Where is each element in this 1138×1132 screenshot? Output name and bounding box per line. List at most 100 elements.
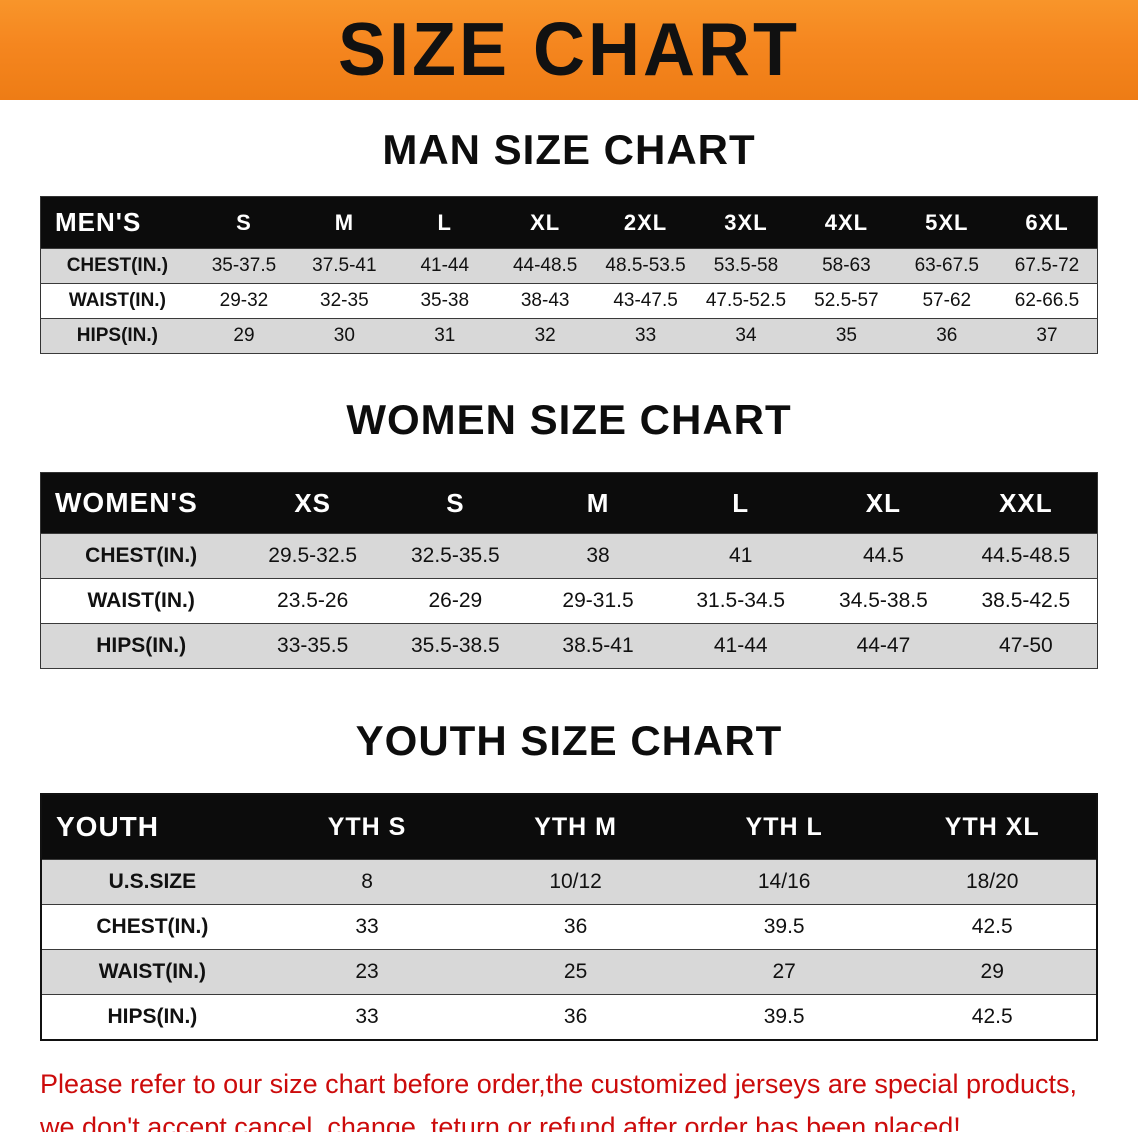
footer-note-line-2: we don't accept cancel, change, teturn o…: [40, 1112, 961, 1132]
size-value-cell: 48.5-53.5: [605, 255, 686, 276]
size-value-cell: 44-48.5: [512, 255, 578, 276]
size-value-cell: 27: [772, 960, 796, 983]
size-column-header: M: [526, 472, 670, 534]
row-label: U.S.SIZE: [108, 870, 197, 893]
table-header-row: WOMEN'S XS S M L XL XXL: [40, 472, 1098, 534]
table-row: CHEST(IN.) 35-37.5 37.5-41 41-44 44-48.5 48.5…: [40, 248, 1098, 284]
women-size-chart-heading: WOMEN SIZE CHART: [346, 396, 792, 443]
size-value-cell: 36: [563, 1005, 588, 1028]
table-row: CHEST(IN.) 29.5-32.5 32.5-35.5 38 41 44.5 44.5…: [40, 533, 1098, 579]
man-size-chart-heading: MAN SIZE CHART: [382, 126, 756, 173]
size-value-cell: 38-43: [520, 290, 570, 311]
size-value-cell: 57-62: [922, 290, 972, 311]
size-value-cell: 39.5: [763, 1005, 805, 1028]
table-corner-label: YOUTH: [41, 794, 263, 860]
row-label: WAIST(IN.): [87, 589, 195, 612]
size-value-cell: 32-35: [320, 290, 369, 311]
size-value-cell: 29: [233, 325, 255, 346]
size-value-cell: 36: [563, 915, 588, 938]
table-header-row: YOUTH YTH S YTH M YTH L YTH XL: [41, 794, 1097, 860]
row-label: WAIST(IN.): [68, 290, 166, 311]
size-column-header: YTH S: [262, 794, 472, 860]
women-size-table: WOMEN'S XS S M L XL XXL CHEST(IN.) 29.5-32.5 32.5…: [40, 472, 1098, 669]
size-column-header: S: [384, 472, 527, 534]
size-column-header: 6XL: [997, 196, 1098, 249]
size-column-header: 4XL: [796, 196, 897, 249]
size-value-cell: 29.5-32.5: [268, 544, 358, 567]
size-column-header: XL: [494, 196, 596, 249]
row-label: WAIST(IN.): [98, 960, 207, 983]
size-column-header: XXL: [954, 472, 1098, 534]
size-value-cell: 67.5-72: [1014, 255, 1080, 276]
size-value-cell: 38: [586, 544, 610, 567]
size-value-cell: 8: [361, 870, 373, 893]
size-value-cell: 39.5: [763, 915, 805, 938]
size-column-header: 2XL: [595, 196, 696, 249]
size-value-cell: 34.5-38.5: [839, 589, 928, 612]
size-column-header: 5XL: [896, 196, 997, 249]
youth-size-table: YOUTH YTH S YTH M YTH L YTH XL U.S.SIZE 8 10/12…: [40, 793, 1098, 1041]
size-value-cell: 32.5-35.5: [410, 544, 500, 567]
table-row: HIPS(IN.) 29 30 31 32 33 34 35 36 37: [40, 318, 1098, 354]
banner-title: SIZE CHART: [338, 8, 800, 93]
table-row: WAIST(IN.) 29-32 32-35 35-38 38-43 43-47.5 47.…: [40, 283, 1098, 319]
size-value-cell: 26-29: [428, 589, 483, 612]
size-value-cell: 33-35.5: [277, 634, 349, 657]
size-value-cell: 35: [835, 325, 857, 346]
size-value-cell: 25: [563, 960, 588, 983]
women-table-wrap: WOMEN'S XS S M L XL XXL CHEST(IN.) 29.5-32.5 32.5…: [40, 472, 1098, 669]
size-value-cell: 31: [434, 325, 456, 346]
size-column-header: L: [669, 472, 813, 534]
size-value-cell: 42.5: [971, 915, 1013, 938]
table-row: WAIST(IN.) 23.5-26 26-29 29-31.5 31.5-34.5 34…: [40, 578, 1098, 624]
youth-size-chart-section: YOUTH SIZE CHART YOUTH YTH S YTH M YTH L YTH…: [0, 669, 1138, 1041]
row-label: HIPS(IN.): [96, 634, 187, 657]
size-column-header: XL: [812, 472, 955, 534]
size-value-cell: 14/16: [757, 870, 811, 893]
size-column-header: 3XL: [695, 196, 797, 249]
size-value-cell: 32: [534, 325, 556, 346]
size-value-cell: 52.5-57: [814, 290, 879, 311]
size-value-cell: 29: [980, 960, 1004, 983]
size-value-cell: 34: [735, 325, 757, 346]
size-value-cell: 33: [355, 1005, 379, 1028]
size-value-cell: 35-37.5: [211, 255, 277, 276]
women-size-chart-section: WOMEN SIZE CHART WOMEN'S XS S M L XL XXL CHEST(…: [0, 354, 1138, 669]
size-value-cell: 42.5: [971, 1005, 1013, 1028]
size-column-header: L: [394, 196, 495, 249]
size-value-cell: 41-44: [713, 634, 768, 657]
size-value-cell: 31.5-34.5: [696, 589, 786, 612]
size-value-cell: 43-47.5: [613, 290, 678, 311]
size-value-cell: 41: [729, 544, 753, 567]
size-value-cell: 41-44: [420, 255, 470, 276]
row-label: CHEST(IN.): [85, 544, 198, 567]
size-value-cell: 37: [1036, 325, 1058, 346]
size-value-cell: 44.5-48.5: [981, 544, 1071, 567]
size-value-cell: 44-47: [856, 634, 911, 657]
table-corner-label: MEN'S: [40, 196, 194, 249]
size-column-header: YTH M: [471, 794, 680, 860]
table-row: HIPS(IN.) 33-35.5 35.5-38.5 38.5-41 41-44 44-…: [40, 623, 1098, 669]
size-value-cell: 29-31.5: [562, 589, 634, 612]
man-size-chart-section: MAN SIZE CHART MEN'S S M L XL 2XL 3XL 4XL 5XL 6XL…: [0, 100, 1138, 354]
row-label: HIPS(IN.): [76, 325, 159, 346]
size-value-cell: 62-66.5: [1014, 290, 1080, 311]
size-value-cell: 35-38: [420, 290, 470, 311]
size-column-header: M: [294, 196, 395, 249]
size-column-header: YTH XL: [888, 794, 1097, 860]
footer-note: Please refer to our size chart before or…: [40, 1063, 1098, 1132]
footer-note-line-1: Please refer to our size chart before or…: [40, 1069, 1078, 1099]
size-value-cell: 38.5-42.5: [981, 589, 1071, 612]
size-value-cell: 37.5-41: [312, 255, 377, 276]
size-value-cell: 23: [355, 960, 379, 983]
size-value-cell: 35.5-38.5: [410, 634, 500, 657]
table-row: WAIST(IN.) 23 25 27 29: [41, 949, 1097, 995]
row-label: CHEST(IN.): [66, 255, 169, 276]
row-label: HIPS(IN.): [107, 1005, 198, 1028]
table-row: HIPS(IN.) 33 36 39.5 42.5: [41, 994, 1097, 1040]
row-label: CHEST(IN.): [96, 915, 209, 938]
size-value-cell: 10/12: [549, 870, 602, 893]
table-corner-label: WOMEN'S: [40, 472, 242, 534]
size-value-cell: 18/20: [965, 870, 1019, 893]
youth-table-wrap: YOUTH YTH S YTH M YTH L YTH XL U.S.SIZE 8 10/12…: [40, 793, 1098, 1041]
